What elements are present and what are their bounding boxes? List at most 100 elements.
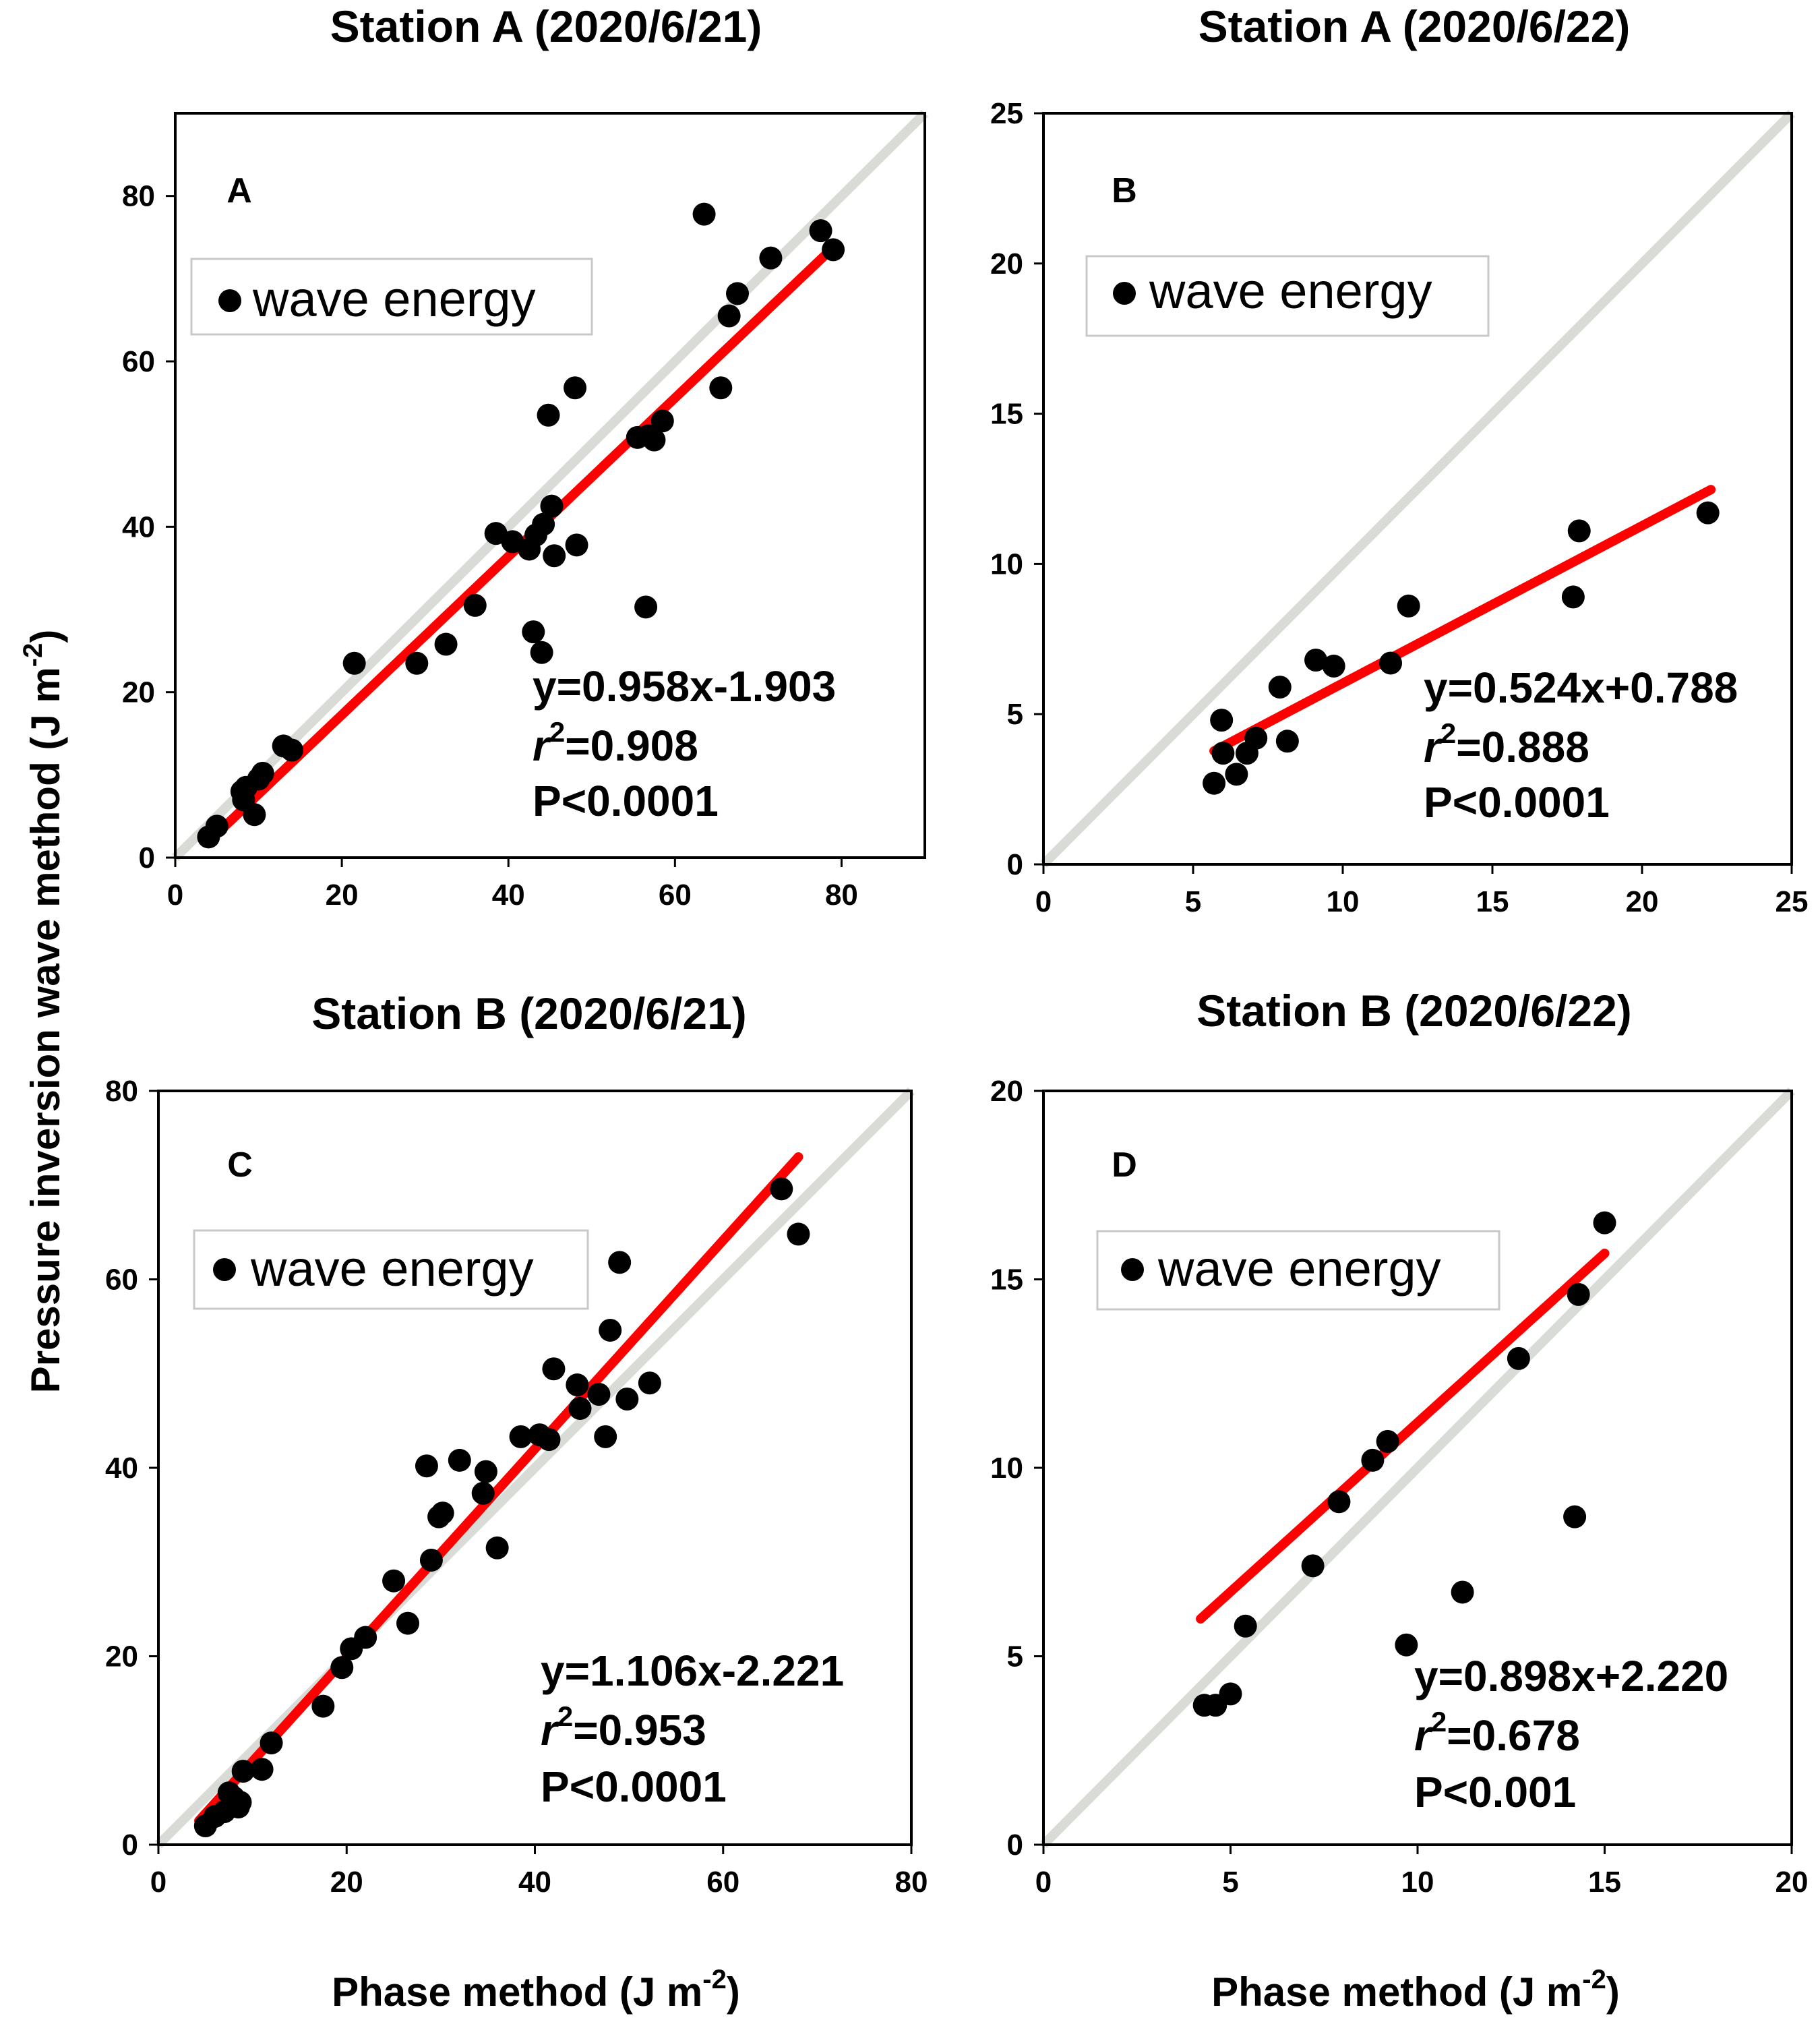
panel-b-point [1397,594,1420,618]
panel-b-y-tick-label: 20 [990,247,1023,280]
panel-d-regression-line [1196,1248,1610,1624]
panel-b-r-value: =0.888 [1456,723,1589,771]
panel-c-point [231,1759,255,1783]
panel-c-label: C [227,1146,253,1185]
panel-b-point [1268,676,1292,699]
panel-b-point [1275,730,1299,753]
panel-d-y-tick-label: 0 [1007,1829,1023,1862]
panel-c-point [419,1548,443,1572]
x-axis-label-left: Phase method (J m-2) [332,1965,740,2015]
panel-c-point [638,1371,661,1395]
panel-d-legend-box [1096,1230,1500,1311]
panel-c-p-value: P<0.0001 [541,1762,727,1811]
panel-c-legend-box [193,1229,589,1310]
panel-d-y-tick-label: 5 [1007,1640,1023,1673]
panel-b-point [1203,771,1226,795]
y-axis-label-group: Pressure inversion wave method (J m-2) [18,630,68,1394]
panel-d-point [1593,1211,1616,1235]
panel-c-point [330,1656,354,1680]
panel-a-x-tick-label: 80 [825,879,858,912]
panel-a-point [251,761,274,785]
panel-a-r-squared: r2=0.908 [533,716,698,770]
panel-c-point [587,1382,611,1406]
panel-d-identity-line [1040,1088,1795,1848]
panel-b-point [1304,648,1328,672]
x-axis-label-right-main: Phase method (J m [1211,1969,1582,2015]
panel-d-x-tick-label: 15 [1588,1866,1621,1899]
panel-b-identity-line [1040,110,1795,868]
panel-a-point [726,282,749,305]
panel-c-y-tick-label: 80 [105,1075,138,1108]
panel-d-equation: y=0.898x+2.220 [1414,1652,1728,1700]
panel-a-title: Station A (2020/6/21) [330,1,762,51]
x-axis-label-left-sup: -2 [702,1965,727,1994]
panel-b-x-tick-label: 15 [1476,885,1509,918]
panel-a-legend-box [190,258,593,336]
panel-c-r-symbol: r [541,1706,559,1754]
panel-a-y-tick-label: 40 [122,510,155,543]
panel-a-p-value: P<0.0001 [533,777,719,825]
panel-c: Station B (2020/6/21) 0 20 40 60 80 0 20 40 60 80 C… [105,988,928,1899]
panel-a-x-tick-label: 40 [492,879,525,912]
panel-b-y-tick-label: 25 [990,97,1023,130]
panel-d-x-tick-label: 0 [1035,1866,1052,1899]
panel-d-y-tick-label: 10 [990,1452,1023,1485]
panel-a-point [634,595,658,619]
panel-b-r-symbol: r [1424,723,1443,771]
panel-a-point [650,409,674,433]
panel-c-point [615,1387,639,1410]
x-axis-label-right: Phase method (J m-2) [1211,1965,1620,2015]
panel-d-point [1451,1580,1474,1604]
panel-d-point [1567,1282,1590,1306]
panel-c-point [229,1791,252,1814]
panel-a-r-exponent: 2 [549,716,565,748]
panel-d-x-tick-label: 10 [1401,1866,1434,1899]
panel-a-point [537,403,560,427]
panel-b-point [1567,519,1591,543]
panel-c-point [311,1694,335,1718]
panel-a-point [692,202,716,226]
panel-d-r-squared: r2=0.678 [1414,1706,1580,1760]
panel-b-legend: wave energy [1085,255,1490,337]
panel-c-y-tick-label: 40 [105,1452,138,1485]
panel-b-r-squared: r2=0.888 [1424,717,1589,771]
y-axis-label-close: ) [23,630,68,643]
panel-d-r-symbol: r [1414,1711,1433,1760]
panel-a-frame [174,112,926,859]
panel-b-legend-marker [1113,282,1136,305]
panel-a-point [243,803,266,827]
panel-a-point [463,593,487,617]
panel-c-point [382,1569,406,1593]
panel-b-point [1379,651,1403,675]
panel-a-point [530,641,553,664]
panel-c-regression-line [194,1152,803,1826]
panel-d-legend: wave energy [1096,1230,1500,1311]
panel-b-legend-box [1085,255,1490,337]
panel-b: Station A (2020/6/22) 0 5 10 15 20 25 0 5 10 15 20 2… [990,1,1808,918]
panel-c-legend-text: wave energy [250,1241,534,1297]
panel-d-r-exponent: 2 [1431,1706,1447,1737]
panel-c-r-value: =0.953 [573,1706,706,1754]
panel-a-r-value: =0.908 [565,721,698,770]
panel-a-point [642,428,666,452]
panel-a-point [532,512,555,536]
panel-d-point [1219,1682,1242,1706]
panel-a-y-tick-label: 80 [122,180,155,213]
panel-b-p-value: P<0.0001 [1424,778,1610,827]
panel-a-point [280,738,303,762]
panel-d-x-tick-label: 5 [1222,1866,1238,1899]
panel-d-legend-text: wave energy [1157,1241,1441,1297]
panel-d-title: Station B (2020/6/22) [1196,986,1632,1036]
panel-d-point [1234,1614,1257,1638]
x-axis-label-left-main: Phase method (J m [332,1969,702,2015]
panel-c-r-exponent: 2 [557,1700,573,1732]
panel-b-y-tick-label: 15 [990,398,1023,431]
panel-c-point [250,1758,274,1781]
panel-a-point [540,494,564,518]
panel-c-x-tick-label: 80 [895,1866,928,1899]
panel-d: Station B (2020/6/22) 0 5 10 15 20 0 5 10 15 20 Dwa… [990,986,1808,1899]
panel-c-point [787,1222,810,1246]
y-axis-label-sup: -2 [18,643,48,667]
y-axis-label-main: Pressure inversion wave method (J m [23,667,68,1393]
